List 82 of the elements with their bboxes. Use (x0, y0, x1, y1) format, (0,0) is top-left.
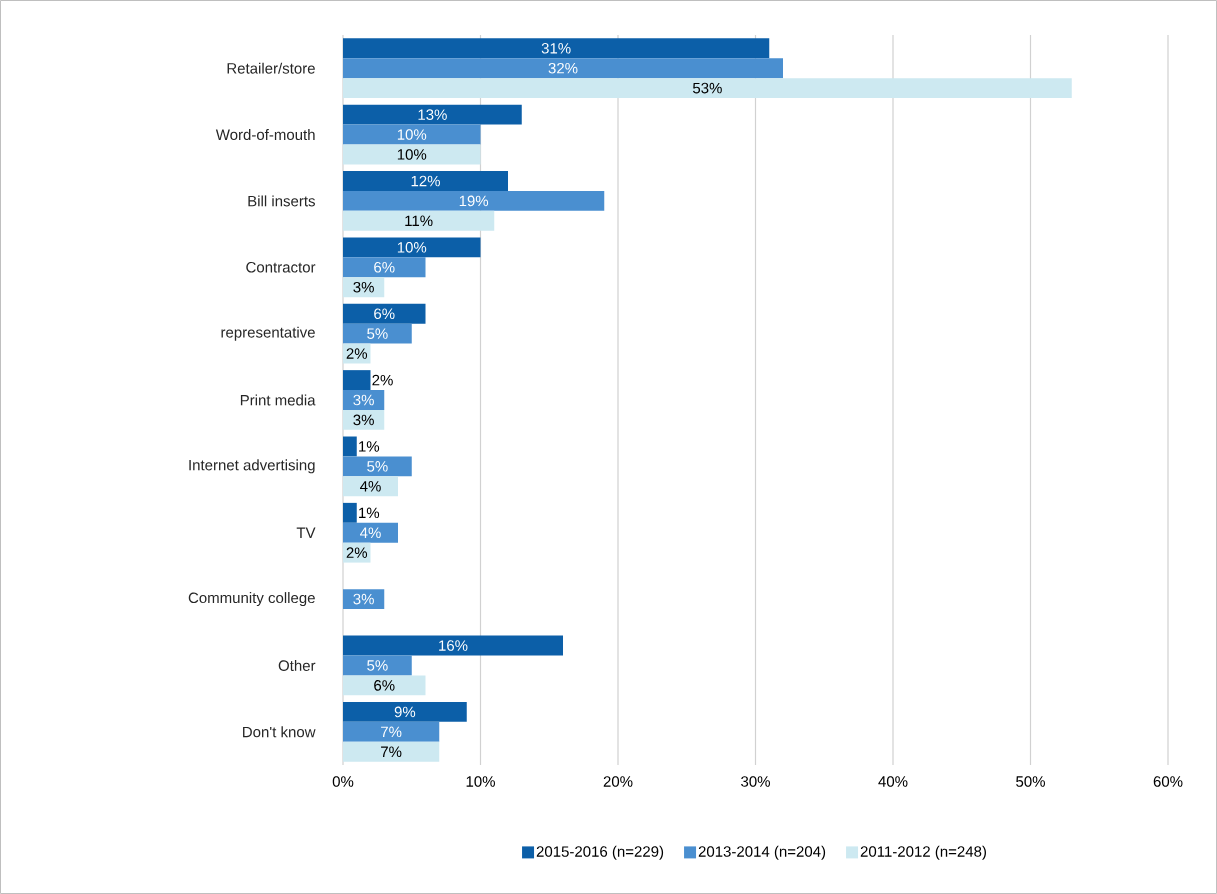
bar (343, 303, 426, 324)
y-tick-label: Print media (240, 394, 316, 406)
x-tick-label: 40% (878, 776, 908, 787)
bar (343, 436, 357, 457)
bar (343, 370, 371, 391)
data-label: 3% (353, 593, 374, 605)
bar (343, 58, 783, 79)
data-label: 10% (397, 242, 427, 253)
bar (343, 144, 481, 165)
data-label: 10% (397, 149, 427, 160)
x-tick-label: 30% (741, 776, 770, 787)
x-tick-label: 60% (1153, 776, 1183, 787)
x-tick-label: 50% (1016, 776, 1045, 787)
data-label: 53% (692, 82, 722, 94)
y-tick-label: TV (296, 527, 316, 538)
legend-label: 2011-2012 (n=248) (860, 845, 986, 860)
data-label: 9% (394, 706, 416, 718)
bar (343, 675, 426, 696)
legend-label: 2015-2016 (n=229) (536, 845, 664, 860)
data-label: 4% (360, 481, 381, 492)
bar (343, 476, 398, 497)
y-tick-label: Community college (188, 592, 315, 607)
bar (343, 542, 371, 563)
bar (343, 190, 605, 211)
data-label: 3% (353, 281, 374, 293)
y-tick-label: Don't know (243, 726, 316, 738)
bar (343, 409, 385, 430)
y-tick-label: Contractor (246, 261, 316, 273)
bar (343, 635, 563, 656)
data-label: 5% (367, 328, 388, 339)
bar (343, 210, 495, 231)
y-tick-label: Retailer/store (227, 62, 315, 74)
bar (343, 589, 385, 610)
y-tick-label: Bill inserts (248, 195, 315, 207)
data-label: 5% (367, 461, 388, 472)
data-label: 2% (346, 348, 368, 359)
data-label: 4% (360, 527, 381, 538)
data-label: 6% (374, 680, 395, 691)
y-tick-label: representative (221, 326, 315, 341)
data-label: 2% (346, 547, 368, 558)
bar (343, 522, 398, 543)
bar (343, 104, 522, 125)
y-tick-label: Internet advertising (189, 459, 315, 474)
data-label: 6% (374, 261, 395, 273)
data-label: 31% (541, 42, 571, 54)
data-label: 3% (353, 394, 374, 406)
bar (343, 171, 508, 191)
bar (343, 257, 426, 278)
y-tick-label: Other (278, 659, 316, 671)
bar (343, 741, 440, 762)
bar (343, 701, 467, 722)
data-label: 5% (367, 660, 388, 671)
data-label: 12% (411, 175, 440, 187)
data-label: 32% (548, 62, 578, 74)
data-label: 11% (405, 215, 433, 227)
bar (343, 390, 385, 410)
y-tick-label: Word-of-mouth (215, 129, 315, 141)
bar (343, 237, 481, 258)
bar (343, 78, 1072, 99)
bar (343, 456, 412, 477)
bar (343, 502, 357, 523)
data-label: 13% (418, 109, 447, 120)
x-tick-label: 20% (603, 776, 633, 787)
x-tick-label: 10% (466, 776, 495, 787)
data-label: 3% (353, 414, 374, 426)
bar (343, 124, 481, 145)
data-label: 16% (439, 640, 468, 651)
bar (343, 655, 412, 676)
data-label: 10% (397, 129, 427, 140)
data-label: 7% (381, 726, 402, 738)
data-label: 2% (372, 374, 393, 386)
x-tick-label: 0% (332, 776, 354, 787)
bar (343, 721, 440, 742)
legend-label: 2013-2014 (n=204) (698, 845, 826, 860)
data-label: 1% (359, 507, 380, 519)
data-label: 6% (374, 308, 395, 320)
data-label: 1% (359, 441, 380, 452)
bar (343, 277, 385, 298)
data-label: 7% (381, 746, 402, 757)
data-label: 19% (459, 195, 489, 207)
bar (343, 38, 770, 59)
bar (343, 323, 412, 344)
